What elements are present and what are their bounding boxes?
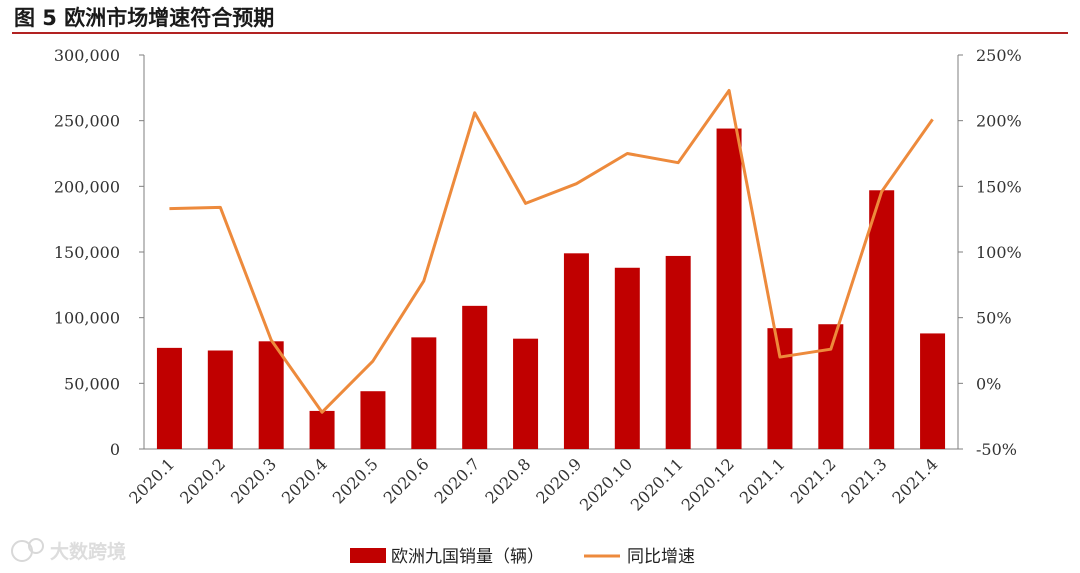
figure-title: 图 5 欧洲市场增速符合预期 xyxy=(14,6,275,30)
left-tick-label: 250,000 xyxy=(54,112,120,131)
line-同比增速 xyxy=(169,88,934,414)
right-tick-label: 150% xyxy=(976,177,1022,196)
left-tick-label: 0 xyxy=(110,440,120,459)
x-tick-label: 2021.4 xyxy=(888,454,941,507)
watermark: 大数跨境 xyxy=(11,538,126,563)
bar-2020.7 xyxy=(462,305,488,449)
legend-swatch-bar xyxy=(350,548,386,563)
right-tick-label: 0% xyxy=(976,374,1001,393)
x-tick-label: 2020.1 xyxy=(125,454,178,507)
bar-2021.4 xyxy=(920,333,946,449)
bar-series xyxy=(156,128,946,450)
bar-2021.3 xyxy=(869,190,895,450)
legend-label-line: 同比增速 xyxy=(627,547,695,567)
bar-2021.2 xyxy=(818,324,844,449)
chart-legend: 欧洲九国销量（辆） 同比增速 xyxy=(350,547,695,567)
x-tick-label: 2021.3 xyxy=(837,454,890,507)
x-tick-label: 2020.5 xyxy=(329,454,382,507)
left-tick-label: 150,000 xyxy=(54,243,120,262)
legend-label-bar: 欧洲九国销量（辆） xyxy=(391,547,544,567)
bar-2020.6 xyxy=(411,337,437,449)
bar-2020.9 xyxy=(563,253,589,449)
x-tick-label: 2020.8 xyxy=(481,454,534,507)
bar-2020.4 xyxy=(309,410,335,449)
bar-2020.11 xyxy=(665,255,691,449)
right-tick-label: 200% xyxy=(976,112,1022,131)
line-series xyxy=(169,88,934,414)
x-tick-label: 2020.11 xyxy=(627,454,687,514)
watermark-logo-icon-small xyxy=(28,538,44,554)
right-tick-label: 250% xyxy=(976,46,1022,65)
x-tick-label: 2021.1 xyxy=(736,454,789,507)
bar-2021.1 xyxy=(767,328,793,449)
bar-2020.1 xyxy=(156,347,182,449)
title-divider xyxy=(12,32,1068,34)
bar-2020.5 xyxy=(360,391,386,449)
x-tick-label: 2020.7 xyxy=(430,454,483,507)
bar-2020.8 xyxy=(513,338,539,449)
x-tick-label: 2020.12 xyxy=(678,454,738,514)
left-tick-label: 200,000 xyxy=(54,177,120,196)
x-tick-label: 2021.2 xyxy=(787,454,840,507)
left-tick-label: 50,000 xyxy=(64,374,120,393)
bar-2020.3 xyxy=(258,341,284,449)
right-tick-label: 50% xyxy=(976,309,1012,328)
left-tick-label: 100,000 xyxy=(54,309,120,328)
left-tick-label: 300,000 xyxy=(54,46,120,65)
x-tick-label: 2020.4 xyxy=(278,454,331,507)
watermark-text: 大数跨境 xyxy=(50,540,126,563)
right-tick-label: -50% xyxy=(976,440,1017,459)
x-tick-label: 2020.10 xyxy=(576,454,636,514)
bar-2020.2 xyxy=(207,350,233,449)
x-tick-label: 2020.3 xyxy=(227,454,280,507)
right-tick-label: 100% xyxy=(976,243,1022,262)
bar-2020.12 xyxy=(716,128,742,449)
bar-2020.10 xyxy=(614,267,640,449)
x-tick-label: 2020.6 xyxy=(380,454,433,507)
x-tick-label: 2020.2 xyxy=(176,454,229,507)
